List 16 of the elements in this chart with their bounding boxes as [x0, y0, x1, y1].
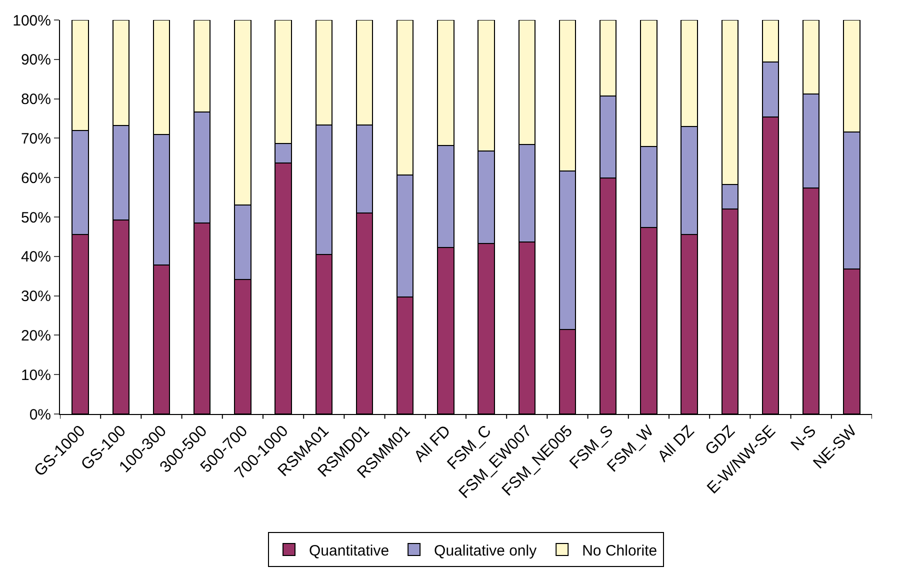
y-tick-label: 100% — [12, 12, 51, 30]
y-tick-label: 0% — [29, 406, 51, 424]
y-tick-label: 60% — [20, 170, 51, 187]
y-tick-label: 30% — [20, 288, 51, 306]
x-tick-label: N-S — [788, 422, 820, 454]
y-tick-label: 40% — [20, 248, 51, 266]
legend-label: No Chlorite — [582, 542, 658, 560]
legend-label: Quantitative — [309, 542, 390, 560]
y-tick-label: 10% — [20, 366, 51, 384]
y-tick-label: 90% — [20, 52, 51, 69]
y-tick-label: 70% — [20, 130, 51, 148]
y-tick-label: 80% — [20, 91, 51, 108]
y-tick-label: 50% — [20, 209, 51, 226]
legend-label: Qualitative only — [434, 542, 538, 560]
y-tick-label: 20% — [20, 327, 51, 344]
x-tick-label: All DZ — [654, 422, 698, 466]
